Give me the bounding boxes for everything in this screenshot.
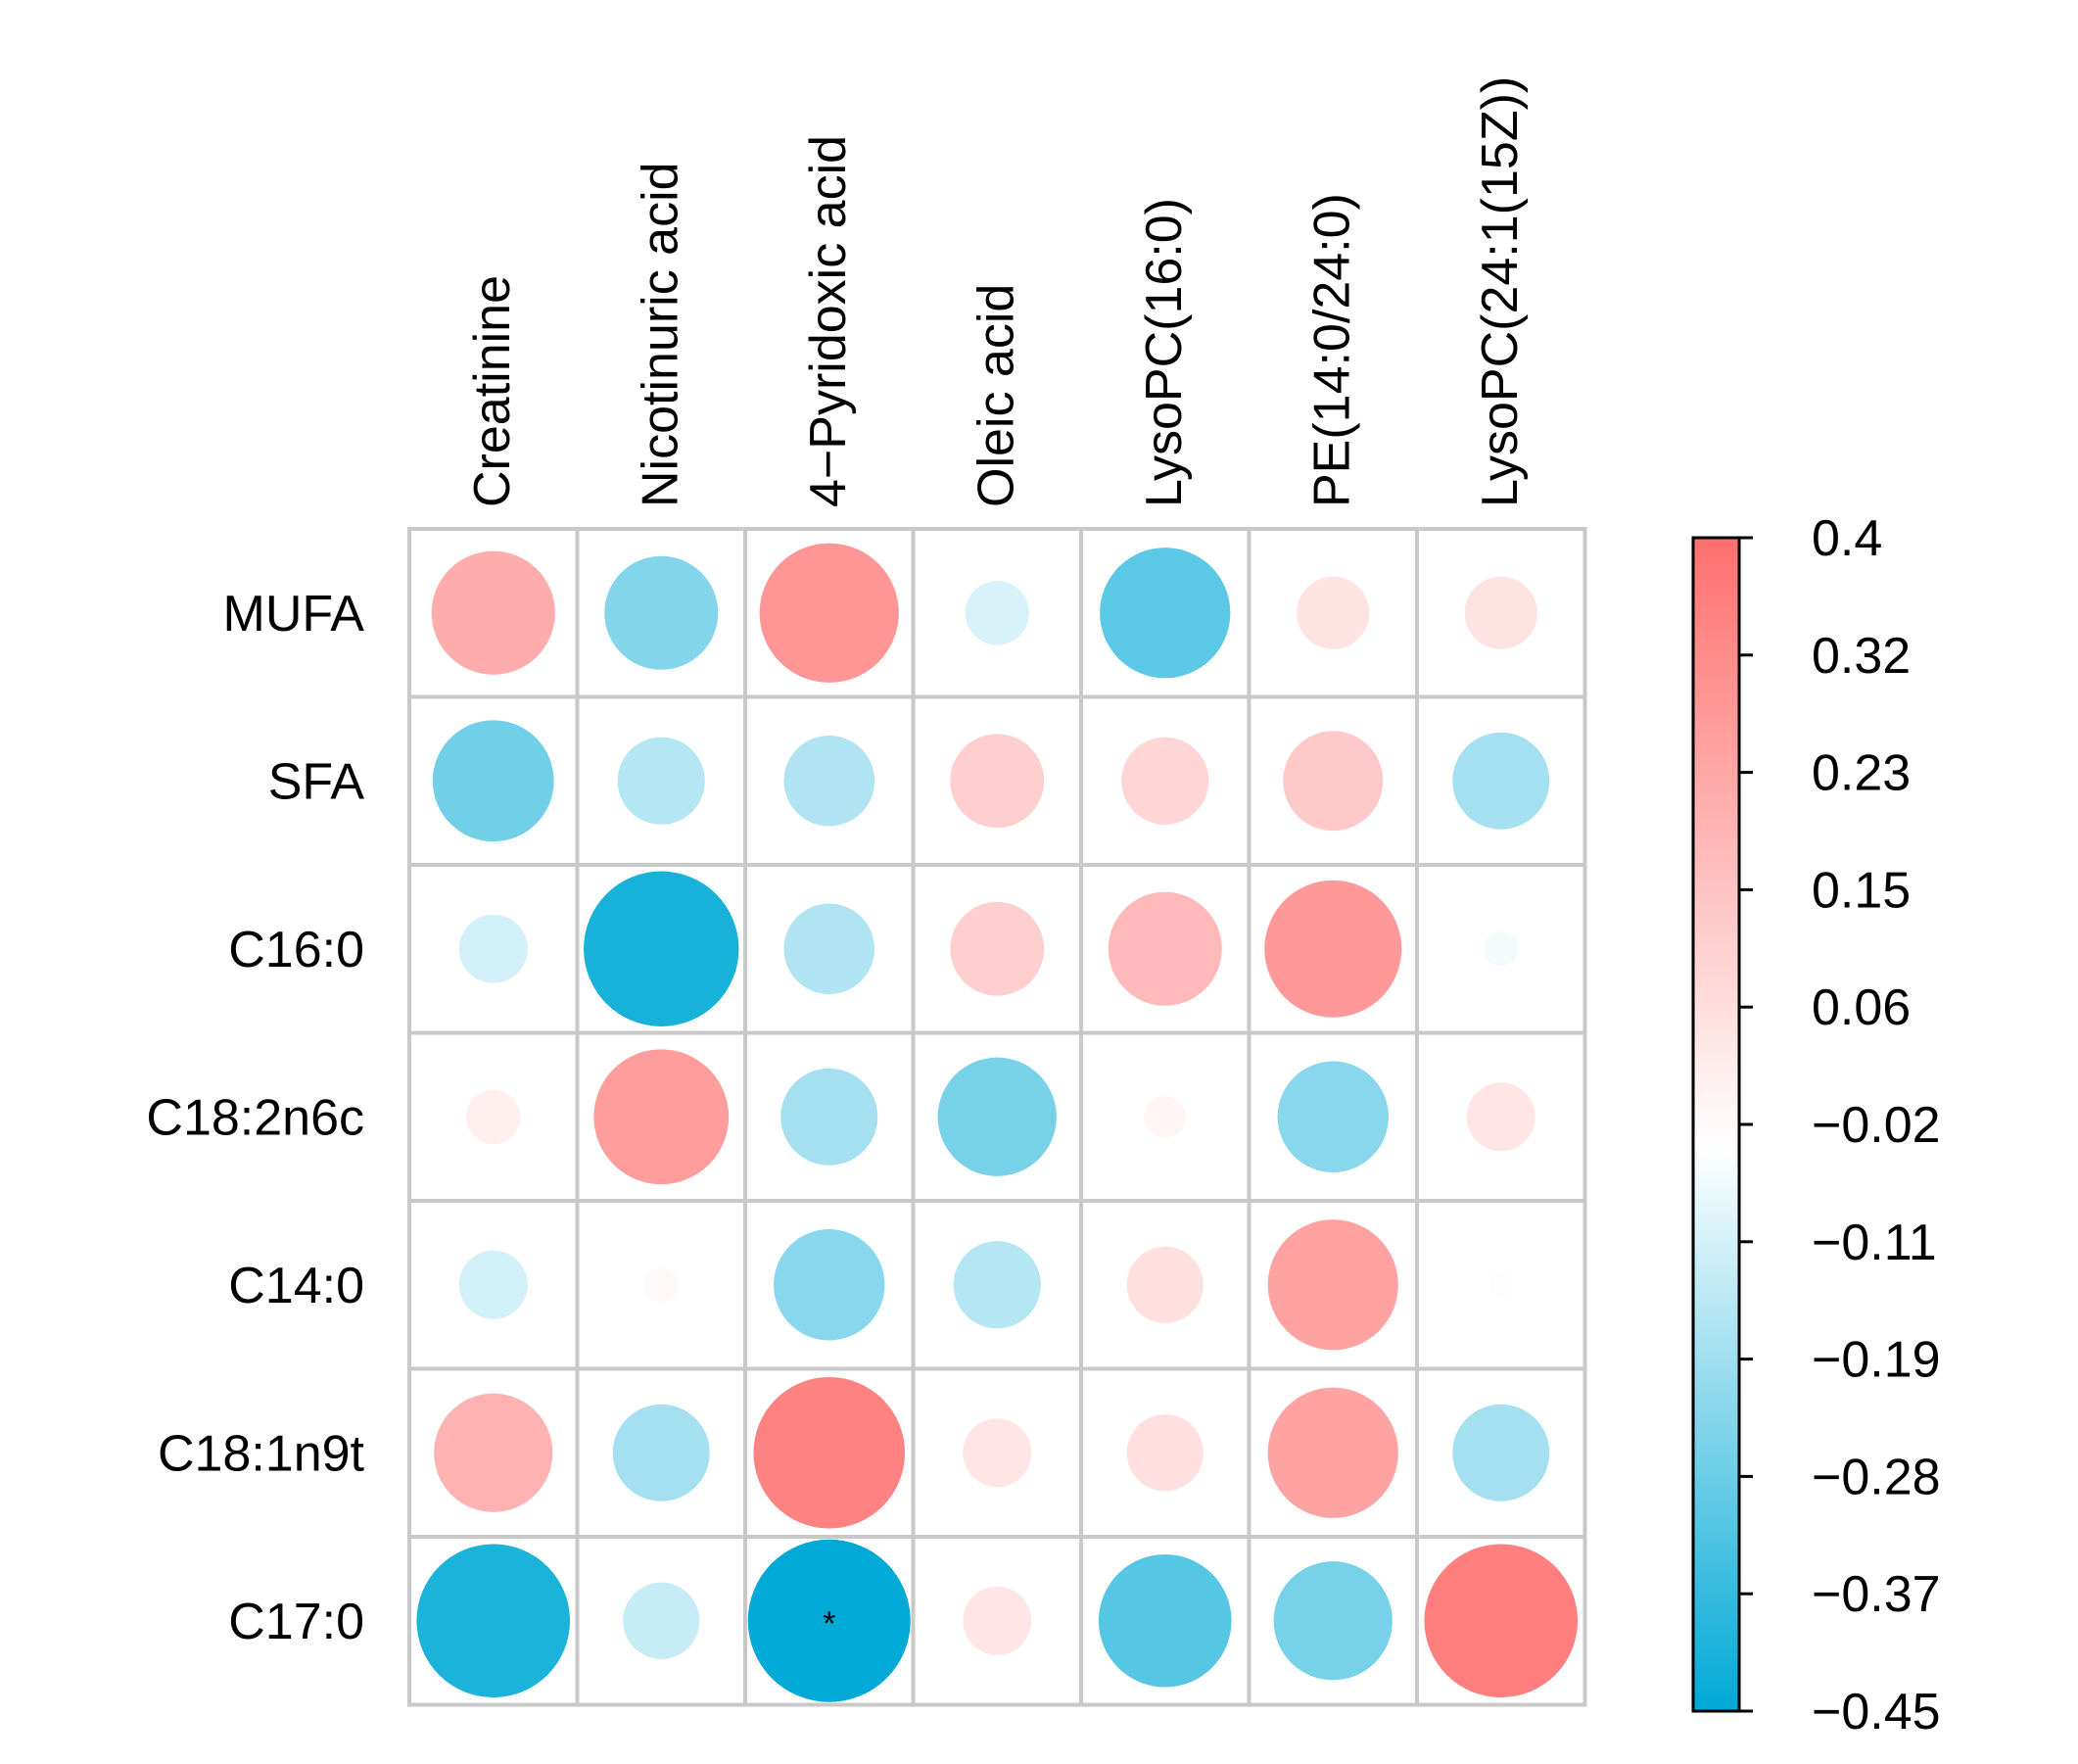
corr-circle: [584, 871, 739, 1026]
corr-circle: [1126, 1414, 1204, 1492]
corr-circle: [643, 1267, 679, 1303]
significance-marker: *: [823, 1605, 835, 1643]
column-label: 4−Pyridoxic acid: [800, 135, 857, 507]
grid-border: [407, 527, 1587, 1707]
corr-circle: [780, 1068, 878, 1166]
corr-circle: [783, 903, 875, 995]
corr-circle: [1098, 1553, 1232, 1688]
corr-circle: [963, 1586, 1032, 1655]
row-label: MUFA: [223, 586, 365, 643]
colorbar-tick-label: −0.28: [1812, 1449, 1941, 1505]
colorbar-tick-label: 0.06: [1812, 979, 1911, 1036]
corr-circle: [759, 543, 899, 683]
column-label: Creatinine: [464, 275, 521, 507]
matrix-grid: [407, 527, 1587, 1707]
corr-circle: [1267, 1387, 1398, 1518]
column-label: Nicotinuric acid: [632, 162, 688, 507]
colorbar-ticks: 0.4 0.32 0.23 0.15 0.06 −0.02 −0.11 −0.19 −0.28 −…: [1739, 510, 1941, 1740]
colorbar-tick-label: −0.11: [1812, 1215, 1937, 1271]
corr-circle: [623, 1582, 700, 1659]
corr-circle: [604, 555, 719, 670]
corr-circle: [1452, 732, 1550, 830]
colorbar-tick-label: −0.37: [1812, 1566, 1941, 1623]
colorbar-tick-label: −0.19: [1812, 1332, 1941, 1389]
colorbar-tick-label: −0.02: [1812, 1097, 1941, 1154]
corr-circle: [432, 720, 554, 842]
column-labels: Creatinine Nicotinuric acid 4−Pyridoxic ac…: [464, 76, 1529, 507]
corr-circle: [1277, 1061, 1389, 1172]
corr-circle: [416, 1544, 571, 1698]
row-label: C17:0: [228, 1594, 364, 1650]
row-label: C18:2n6c: [146, 1089, 364, 1146]
corr-circle: [1283, 731, 1384, 832]
corr-circle: [965, 581, 1029, 645]
column-label: Oleic acid: [968, 284, 1024, 507]
colorbar-tick-label: 0.23: [1812, 745, 1911, 802]
corr-circle: [1273, 1561, 1393, 1681]
column-label: LysoPC(16:0): [1136, 198, 1193, 507]
corr-circle: [963, 1418, 1032, 1488]
corr-circle: [612, 1404, 710, 1502]
corr-circle: [937, 1057, 1057, 1176]
colorbar-gradient: [1691, 536, 1741, 1713]
corr-circle: [753, 1376, 906, 1529]
row-label: SFA: [268, 753, 365, 810]
corr-circle: [1126, 1246, 1204, 1323]
row-label: C14:0: [228, 1258, 364, 1314]
corr-circle: [1452, 1404, 1550, 1502]
corr-circle: [466, 1089, 521, 1144]
corr-circle: [747, 1539, 911, 1702]
column-label: LysoPC(24:1(15Z)): [1472, 76, 1529, 507]
corr-circle: [458, 914, 528, 983]
corr-circle: [1121, 737, 1209, 825]
corr-circle: [1488, 1272, 1514, 1298]
corr-circle: [1267, 1219, 1398, 1351]
corr-circle: [1424, 1544, 1579, 1698]
corr-circle: [1108, 891, 1222, 1006]
corr-circle: [774, 1229, 885, 1341]
corr-circle: [783, 735, 875, 827]
row-label: C18:1n9t: [158, 1425, 365, 1482]
colorbar-tick-label: 0.15: [1812, 862, 1911, 919]
corr-circle: [1144, 1095, 1187, 1138]
corr-circle: [953, 1241, 1041, 1329]
corr-circle: [950, 734, 1045, 829]
corr-circle: [1100, 548, 1231, 679]
corr-circle: [1264, 880, 1402, 1018]
row-labels: MUFA SFA C16:0 C18:2n6c C14:0 C18:1n9t C17:0: [146, 586, 364, 1650]
corr-circle: [1484, 931, 1519, 967]
corr-circle: [950, 901, 1045, 996]
corr-circle: [1464, 576, 1537, 649]
colorbar-tick-label: 0.4: [1812, 510, 1882, 567]
row-label: C16:0: [228, 922, 364, 978]
corr-circle: [593, 1049, 730, 1185]
colorbar-tick-label: 0.32: [1812, 628, 1911, 685]
corr-circle: [1466, 1082, 1535, 1152]
corr-circle: [434, 1393, 553, 1512]
corr-circle: [431, 550, 555, 675]
corr-circle: [1297, 576, 1370, 649]
corr-circle: [617, 737, 705, 825]
colorbar-tick-label: −0.45: [1812, 1684, 1941, 1740]
column-label: PE(14:0/24:0): [1303, 193, 1360, 507]
correlation-circles: *: [416, 543, 1579, 1702]
corr-circle: [458, 1250, 528, 1319]
colorbar: [1691, 536, 1741, 1713]
